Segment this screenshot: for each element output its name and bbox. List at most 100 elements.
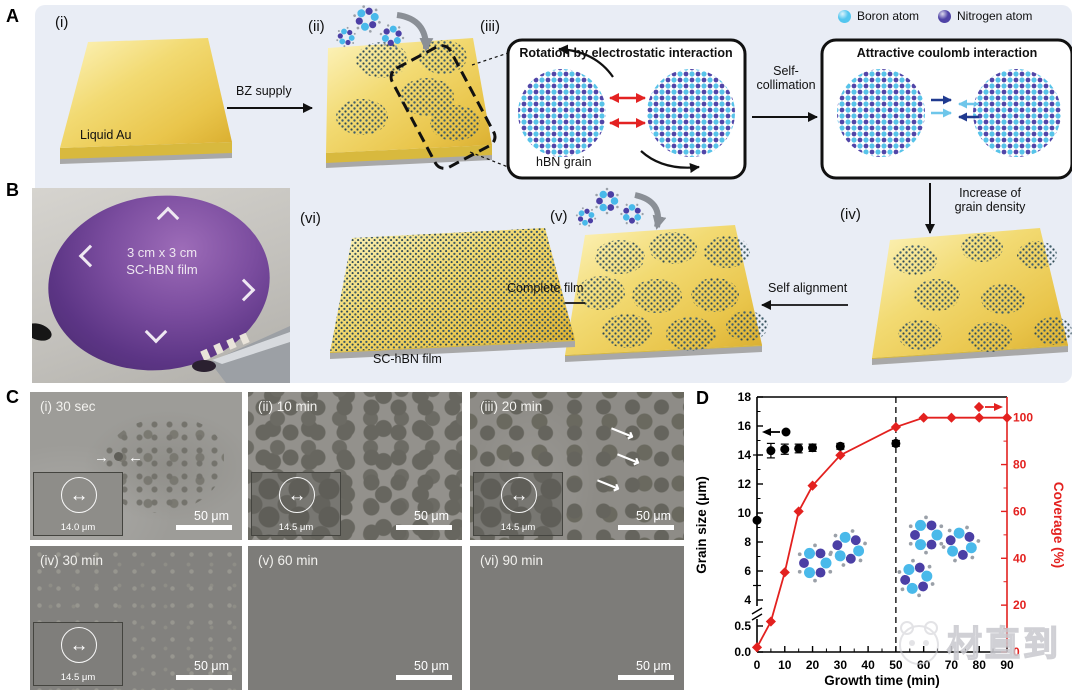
nitrogen-atom-label: Nitrogen atom [957,9,1033,23]
right-axis-indicator-arrow [994,403,1003,411]
increase-density-label: Increase of grain density [954,186,1026,214]
scale-bar [618,675,674,680]
svg-text:50: 50 [889,658,903,672]
step-ii-label: (ii) [308,18,325,35]
rotation-box-title: Rotation by electrostatic interaction [519,46,733,60]
inset-measure: 14.5 μm [278,522,314,533]
svg-text:20: 20 [1013,598,1027,612]
grain-size-point [752,515,762,525]
sem-inset: ↔ 14.5 μm [33,622,123,686]
svg-text:6: 6 [744,564,751,578]
coverage-point [779,567,790,578]
coverage-point [751,642,763,653]
svg-text:60: 60 [1013,504,1027,518]
slab-nucleation [326,38,509,170]
coverage-point [1001,412,1013,423]
slab-complete-film [330,228,575,359]
svg-text:18: 18 [738,390,752,404]
sem-image-30min: (iv) 30 min ↔ 14.5 μm 50 μm [30,546,242,690]
scale-bar [396,525,452,530]
rotation-arrow [640,150,700,173]
panel-a-label: A [6,6,19,26]
panel-b-label: B [6,180,19,200]
svg-text:90: 90 [1000,658,1014,672]
hbn-grain-left [837,69,925,157]
arrow-icon: → [94,449,109,466]
self-alignment-label: Self alignment [768,281,848,295]
grain-circle-icon: ↔ [501,477,537,513]
svg-text:40: 40 [1013,551,1027,565]
slab-high-density [872,228,1072,365]
svg-text:0: 0 [1013,645,1020,659]
coulomb-box [820,38,1072,180]
sem-label: (vi) 90 min [480,553,544,568]
grain-size-point [835,441,845,451]
coverage-point [765,616,776,627]
svg-text:70: 70 [945,658,959,672]
svg-text:4: 4 [744,593,751,607]
sem-inset: ↔ 14.0 μm [33,472,123,536]
grain-size-point [891,438,901,448]
tweezers [192,326,290,383]
grain-circle-icon: ↔ [61,627,97,663]
legend-boron: Boron atom [838,9,919,23]
bz-supply-label: BZ supply [236,84,292,98]
sem-inset: ↔ 14.5 μm [251,472,341,536]
svg-text:60: 60 [917,658,931,672]
slab-aligned [565,225,768,362]
complete-film-label: Complete film [507,281,584,295]
svg-text:80: 80 [1013,458,1027,472]
left-axis-title: Grain size (μm) [694,476,709,574]
svg-text:0.0: 0.0 [734,645,751,659]
wafer-caption: 3 cm x 3 cm SC-hBN film [126,245,198,277]
molecule-icon [797,543,833,583]
hbn-grain-left [518,69,606,157]
arrow-icon: ← [128,449,143,466]
arrow-icon: ⟶ [613,445,644,472]
sem-image-60min: (v) 60 min 50 μm [248,546,462,690]
sem-label: (iii) 20 min [480,399,543,414]
grain-size-point [780,444,790,454]
svg-text:100: 100 [1013,411,1033,425]
slab-liquid-au [60,38,232,164]
arrow-icon: ⟶ [593,471,624,498]
panel-c-label: C [6,387,19,407]
sem-grid: → ← (i) 30 sec ↔ 14.0 μm 50 μm (ii) 10 m… [30,392,686,690]
svg-text:12: 12 [738,477,752,491]
boron-atom-label: Boron atom [857,9,920,23]
coverage-point [890,421,901,433]
coverage-point [946,412,957,423]
scale-bar [618,525,674,530]
hbn-grain-label: hBN grain [536,155,592,169]
coulomb-box-title: Attractive coulomb interaction [856,46,1038,60]
self-collimation-label: Self- collimation [756,64,816,92]
grain-dot [114,452,123,461]
molecule-icon [938,519,984,569]
photo-shadow [32,320,54,344]
step-vi-label: (vi) [300,210,321,227]
left-axis-indicator-arrow [762,428,771,436]
panel-a-schematic [60,5,1072,365]
scale-text: 50 μm [414,659,449,673]
sem-image-90min: (vi) 90 min 50 μm [470,546,684,690]
rotation-arrow [558,44,614,78]
liquid-au-label: Liquid Au [80,128,132,142]
hbn-grain-right [973,69,1061,157]
scale-text: 50 μm [636,509,671,523]
molecule-icon [908,515,944,555]
arrow-icon: ⟶ [607,419,638,446]
svg-text:16: 16 [738,419,752,433]
grain-circle-icon: ↔ [279,477,315,513]
sem-inset: ↔ 14.5 μm [473,472,563,536]
molecule-icon [826,524,870,572]
molecule-icon [895,555,937,601]
inset-measure: 14.5 μm [500,522,536,533]
svg-text:80: 80 [973,658,987,672]
step-iv-label: (iv) [840,206,861,223]
coverage-point [793,506,804,517]
scale-bar [176,675,232,680]
svg-text:30: 30 [834,658,848,672]
sem-label: (v) 60 min [258,553,319,568]
